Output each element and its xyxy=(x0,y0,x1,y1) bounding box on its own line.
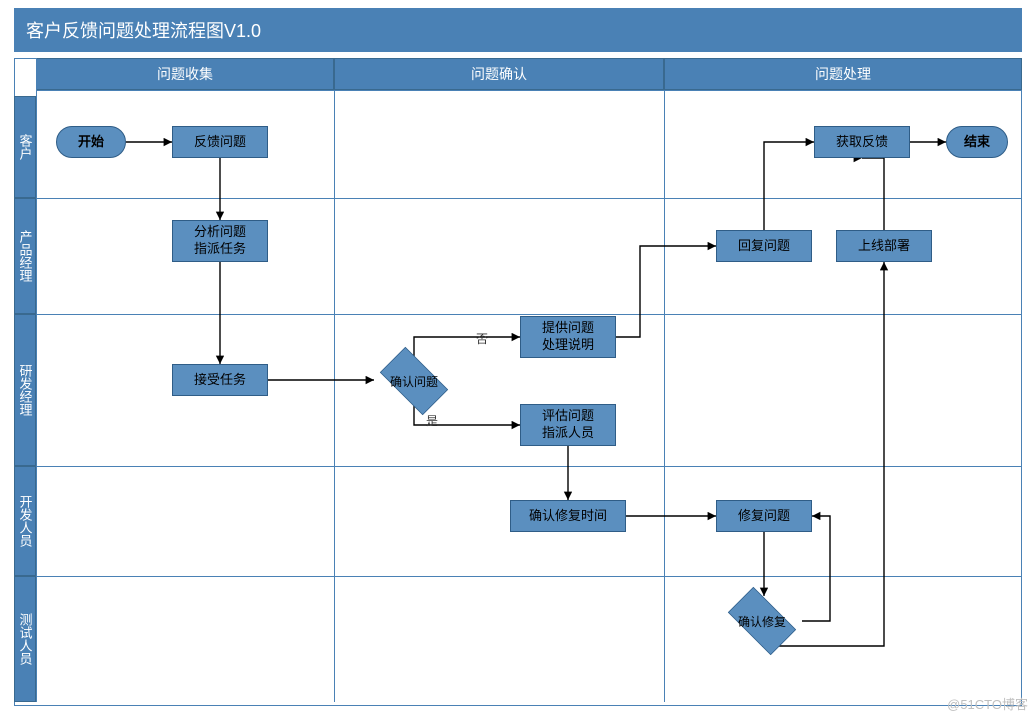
gridline-h xyxy=(36,314,1022,315)
column-header-col3: 问题处理 xyxy=(664,58,1022,90)
gridline-v xyxy=(664,90,665,702)
node-deploy: 上线部署 xyxy=(836,230,932,262)
title-bar: 客户反馈问题处理流程图V1.0 xyxy=(14,8,1022,52)
row-label-r2: 产品经理 xyxy=(14,198,36,314)
node-accept: 接受任务 xyxy=(172,364,268,396)
node-fix: 修复问题 xyxy=(716,500,812,532)
node-confirm: 确认问题 xyxy=(372,356,456,406)
node-fixtime: 确认修复时间 xyxy=(510,500,626,532)
node-feedback: 反馈问题 xyxy=(172,126,268,158)
node-start: 开始 xyxy=(56,126,126,158)
edge-label-e5: 否 xyxy=(476,330,488,347)
node-explain: 提供问题处理说明 xyxy=(520,316,616,358)
column-header-col2: 问题确认 xyxy=(334,58,664,90)
node-analyze: 分析问题指派任务 xyxy=(172,220,268,262)
node-assess: 评估问题指派人员 xyxy=(520,404,616,446)
row-label-r1: 客户 xyxy=(14,96,36,198)
gridline-h xyxy=(36,198,1022,199)
node-label: 确认问题 xyxy=(390,373,438,390)
node-getfb: 获取反馈 xyxy=(814,126,910,158)
gridline-h xyxy=(36,90,1022,91)
row-label-r4: 开发人员 xyxy=(14,466,36,576)
title-text: 客户反馈问题处理流程图V1.0 xyxy=(26,17,261,43)
flowchart-canvas: 客户反馈问题处理流程图V1.0 问题收集问题确认问题处理 客户产品经理研发经理开… xyxy=(0,0,1036,717)
gridline-h xyxy=(36,576,1022,577)
column-header-col1: 问题收集 xyxy=(36,58,334,90)
node-label: 确认修复 xyxy=(738,613,786,630)
node-cfix: 确认修复 xyxy=(720,596,804,646)
row-label-r5: 测试人员 xyxy=(14,576,36,702)
gridline-v xyxy=(36,58,37,702)
edge-label-e6: 是 xyxy=(426,412,438,429)
watermark: @51CTO博客 xyxy=(947,694,1028,713)
node-reply: 回复问题 xyxy=(716,230,812,262)
node-end: 结束 xyxy=(946,126,1008,158)
row-label-r3: 研发经理 xyxy=(14,314,36,466)
gridline-h xyxy=(36,466,1022,467)
gridline-v xyxy=(334,90,335,702)
